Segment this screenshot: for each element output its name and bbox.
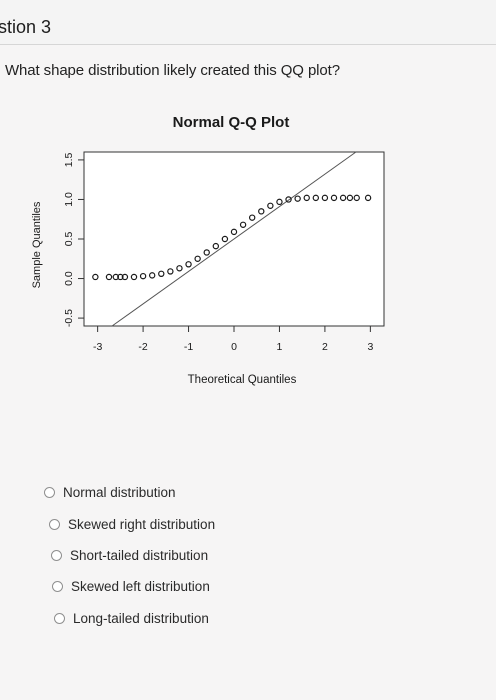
section-title: stion 3 bbox=[0, 17, 52, 37]
answer-option-skewed-right[interactable]: Skewed right distribution bbox=[49, 512, 215, 536]
qq-point bbox=[117, 273, 124, 281]
x-tick-label: 3 bbox=[367, 341, 373, 353]
header-bar: stion 3 bbox=[0, 0, 496, 45]
answer-label: Normal distribution bbox=[63, 484, 176, 500]
qq-point bbox=[130, 273, 138, 281]
answer-option-long-tailed[interactable]: Long-tailed distribution bbox=[54, 606, 209, 630]
qq-plot: Normal Q-Q Plot -3 -2 -1 0 1 2 3 -0.5 0.0 0.5 1.0… bbox=[0, 100, 496, 400]
chart-title: Normal Q-Q Plot bbox=[173, 114, 290, 131]
radio-button[interactable] bbox=[52, 580, 63, 592]
y-tick-label: 1.0 bbox=[63, 192, 75, 207]
qq-point bbox=[112, 273, 120, 281]
qq-point bbox=[364, 194, 372, 202]
y-tick-label: 1.5 bbox=[63, 152, 75, 167]
x-tick-label: -3 bbox=[93, 341, 102, 353]
x-tick-label: 2 bbox=[322, 341, 328, 353]
answer-option-normal[interactable]: Normal distribution bbox=[44, 480, 176, 504]
qq-point bbox=[212, 242, 220, 250]
y-axis-label: Sample Quantiles bbox=[31, 201, 43, 288]
radio-button[interactable] bbox=[51, 549, 62, 561]
qq-point bbox=[167, 268, 174, 275]
qq-point bbox=[276, 198, 283, 206]
qq-point bbox=[312, 194, 320, 202]
radio-button[interactable] bbox=[44, 486, 55, 498]
qq-point bbox=[330, 194, 338, 202]
qq-point bbox=[185, 261, 192, 268]
x-tick-label: 0 bbox=[231, 341, 237, 353]
qq-point bbox=[294, 195, 301, 202]
y-tick-label: 0.0 bbox=[63, 271, 75, 286]
y-tick-label: 0.5 bbox=[63, 232, 75, 247]
qq-point bbox=[339, 194, 347, 202]
answer-label: Short-tailed distribution bbox=[70, 547, 209, 563]
qq-point bbox=[285, 196, 292, 203]
answer-label: Skewed right distribution bbox=[68, 516, 216, 532]
answer-label: Skewed left distribution bbox=[71, 578, 210, 594]
data-points bbox=[92, 194, 372, 281]
qq-point bbox=[221, 235, 229, 243]
radio-button[interactable] bbox=[54, 612, 65, 624]
qq-point bbox=[176, 265, 183, 272]
qq-point bbox=[139, 272, 147, 280]
y-axis: -0.5 0.0 0.5 1.0 1.5 bbox=[63, 152, 84, 327]
x-tick-label: 1 bbox=[277, 341, 283, 353]
qq-point bbox=[148, 272, 156, 279]
qq-point bbox=[121, 273, 129, 281]
reference-line bbox=[111, 151, 357, 327]
question-text: What shape distribution likely created t… bbox=[5, 62, 340, 79]
qq-point bbox=[248, 214, 256, 221]
x-tick-label: -1 bbox=[184, 341, 193, 353]
qq-point bbox=[203, 249, 210, 256]
qq-point bbox=[353, 194, 360, 202]
qq-point bbox=[92, 273, 99, 281]
qq-point bbox=[194, 255, 201, 262]
y-tick-label: -0.5 bbox=[63, 309, 75, 327]
qq-point bbox=[303, 194, 310, 202]
answer-label: Long-tailed distribution bbox=[73, 610, 209, 626]
answer-option-skewed-left[interactable]: Skewed left distribution bbox=[52, 574, 210, 598]
qq-point bbox=[267, 202, 274, 209]
answer-option-short-tailed[interactable]: Short-tailed distribution bbox=[51, 543, 208, 567]
qq-point bbox=[105, 273, 113, 281]
qq-point bbox=[158, 270, 165, 277]
radio-button[interactable] bbox=[49, 518, 60, 530]
qq-point bbox=[230, 228, 238, 236]
x-tick-label: -2 bbox=[138, 341, 147, 353]
x-axis-label: Theoretical Quantiles bbox=[188, 374, 297, 386]
x-axis: -3 -2 -1 0 1 2 3 bbox=[93, 326, 373, 353]
qq-point bbox=[346, 194, 354, 202]
qq-point bbox=[321, 194, 329, 202]
qq-point bbox=[258, 208, 265, 215]
qq-point bbox=[239, 221, 247, 228]
